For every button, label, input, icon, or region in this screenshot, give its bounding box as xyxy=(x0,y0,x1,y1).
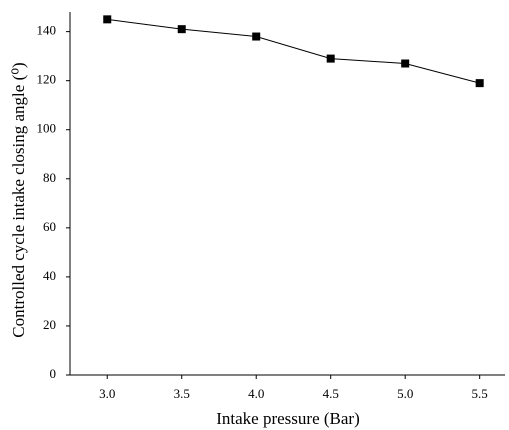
x-axis-title: Intake pressure (Bar) xyxy=(216,409,360,428)
x-tick-label: 4.0 xyxy=(248,386,264,401)
x-tick-label: 4.5 xyxy=(323,386,339,401)
marker xyxy=(103,15,112,24)
y-axis-title: Controlled cycle intake closing angle (⁰… xyxy=(9,62,28,337)
y-tick-label: 40 xyxy=(43,268,56,283)
y-tick-label: 80 xyxy=(43,170,56,185)
marker xyxy=(326,54,335,63)
y-tick-label: 0 xyxy=(50,366,57,381)
x-tick-label: 3.5 xyxy=(174,386,190,401)
y-tick-label: 120 xyxy=(37,72,57,87)
x-tick-label: 3.0 xyxy=(99,386,115,401)
marker xyxy=(177,25,186,34)
x-tick-label: 5.5 xyxy=(472,386,488,401)
marker xyxy=(252,32,261,41)
y-tick-label: 140 xyxy=(37,23,57,38)
x-tick-label: 5.0 xyxy=(397,386,413,401)
line xyxy=(107,18,480,84)
marker xyxy=(475,79,484,88)
y-tick-label: 20 xyxy=(43,317,56,332)
y-tick-label: 60 xyxy=(43,219,56,234)
y-tick-label: 100 xyxy=(37,121,57,136)
marker xyxy=(401,59,410,68)
